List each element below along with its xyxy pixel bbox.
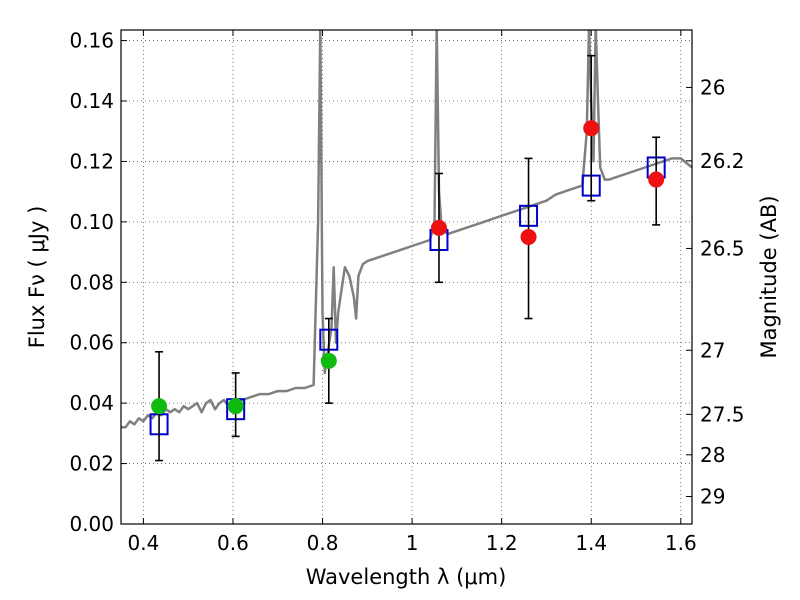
right-tick-label: 27 (700, 338, 725, 362)
x-tick-label: 0.4 (127, 531, 159, 555)
x-axis-label: Wavelength λ (μm) (306, 565, 507, 589)
x-tick-label: 1.2 (486, 531, 518, 555)
observed-point (430, 219, 447, 236)
y-tick-label: 0.02 (69, 452, 114, 476)
right-tick-label: 26.5 (700, 236, 745, 260)
right-tick-label: 28 (700, 443, 725, 467)
observed-point (151, 398, 168, 415)
y-tick-label: 0.10 (69, 210, 114, 234)
y-tick-label: 0.04 (69, 391, 114, 415)
right-tick-label: 27.5 (700, 402, 745, 426)
x-tick-label: 0.6 (217, 531, 249, 555)
plot-frame (120, 29, 693, 525)
y-tick-label: 0.16 (69, 29, 114, 53)
plot-area (121, 30, 692, 462)
x-tick-label: 1 (406, 531, 419, 555)
y-tick-label: 0.14 (69, 89, 114, 113)
y-axis-label: Flux Fν ( μJy ) (25, 206, 49, 349)
x-tick-label: 1.6 (665, 531, 697, 555)
y-tick-label: 0.08 (69, 270, 114, 294)
axis-ticks: 0.4 0.6 0.8 1 1.2 1.4 1.6 0.00 0.02 0.04 0.06 0.08 0… (69, 29, 744, 555)
y-tick-label: 0.12 (69, 149, 114, 173)
observed-point (648, 171, 665, 188)
right-axis-label: Magnitude (AB) (757, 195, 781, 358)
y-tick-label: 0.06 (69, 331, 114, 355)
y-tick-label: 0.00 (69, 512, 114, 536)
observed-point (520, 228, 537, 245)
grid-lines (121, 30, 692, 525)
right-tick-label: 26.2 (700, 149, 745, 173)
observed-point (320, 352, 337, 369)
observed-point (227, 398, 244, 415)
model-spectrum-line (121, 30, 692, 429)
right-tick-label: 29 (700, 485, 725, 509)
observed-point (583, 120, 600, 137)
x-tick-label: 0.8 (307, 531, 339, 555)
x-tick-label: 1.4 (575, 531, 607, 555)
right-tick-label: 26 (700, 75, 725, 99)
